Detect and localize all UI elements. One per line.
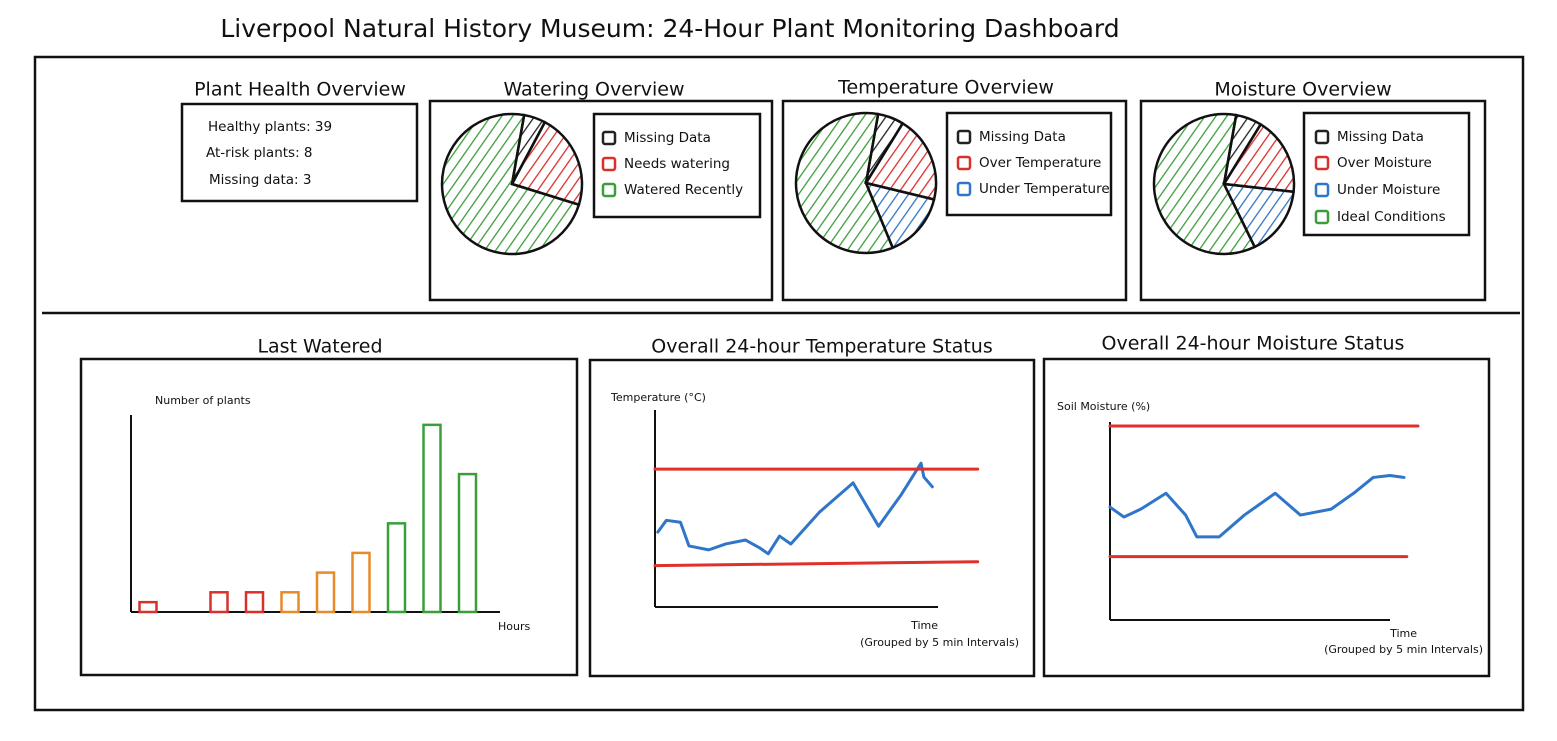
legend-label: Missing Data — [1337, 129, 1424, 145]
health-title: Plant Health Overview — [194, 79, 406, 101]
line-series — [653, 560, 980, 568]
x-axis-label: Time — [1389, 627, 1417, 640]
pie-slice — [1221, 122, 1296, 194]
panel — [588, 358, 1036, 678]
y-axis-label: Number of plants — [155, 394, 251, 407]
legend-label: Over Moisture — [1337, 155, 1432, 171]
legend — [945, 111, 1113, 217]
panel-title: Last Watered — [257, 336, 382, 358]
panel-title: Moisture Overview — [1214, 79, 1391, 101]
bar — [386, 522, 407, 614]
bar — [138, 600, 158, 614]
legend-swatch — [601, 130, 617, 146]
legend-label: Over Temperature — [979, 155, 1101, 171]
panel-title: Overall 24-hour Moisture Status — [1102, 333, 1405, 355]
health-box — [180, 102, 419, 203]
panel-title: Temperature Overview — [837, 77, 1054, 99]
legend-label: Under Temperature — [979, 181, 1110, 197]
legend-swatch — [601, 156, 617, 172]
legend-label: Needs watering — [624, 156, 730, 172]
pie-slice — [440, 112, 581, 256]
legend-swatch — [1314, 129, 1330, 145]
pie-slice — [1152, 112, 1257, 256]
x-axis-note: (Grouped by 5 min Intervals) — [1324, 643, 1483, 656]
pie-slice — [794, 111, 895, 255]
legend-swatch — [956, 155, 972, 171]
legend-label: Watered Recently — [624, 182, 743, 198]
legend-label: Ideal Conditions — [1337, 209, 1446, 225]
bar — [280, 591, 300, 614]
panel-title: Overall 24-hour Temperature Status — [651, 336, 992, 358]
legend-swatch — [1314, 182, 1330, 198]
pie-slice — [1221, 182, 1295, 249]
health-item: At-risk plants: 8 — [206, 145, 313, 161]
legend-swatch — [956, 129, 972, 145]
x-axis-note: (Grouped by 5 min Intervals) — [860, 636, 1019, 649]
pie-slice — [863, 181, 936, 250]
panel — [781, 99, 1128, 302]
bar — [315, 571, 336, 614]
legend — [592, 112, 762, 219]
bar — [422, 423, 442, 614]
panel — [79, 357, 579, 677]
y-axis-label: Soil Moisture (%) — [1057, 400, 1150, 413]
x-axis-label: Time — [910, 619, 938, 632]
bar — [351, 551, 371, 614]
panel — [1042, 357, 1491, 678]
pie-slice — [864, 121, 938, 201]
legend-label: Missing Data — [979, 129, 1066, 145]
bar — [244, 591, 265, 614]
page-title: Liverpool Natural History Museum: 24-Hou… — [220, 14, 1119, 43]
outer-frame — [33, 55, 1525, 712]
legend-swatch — [956, 181, 972, 197]
legend-label: Under Moisture — [1337, 182, 1440, 198]
bar — [457, 472, 478, 614]
health-item: Healthy plants: 39 — [208, 119, 332, 135]
legend — [1302, 111, 1471, 237]
health-item: Missing data: 3 — [209, 172, 311, 188]
bar — [209, 591, 229, 614]
legend-label: Missing Data — [624, 130, 711, 146]
y-axis-label: Temperature (°C) — [610, 391, 706, 404]
x-axis-label: Hours — [498, 620, 530, 633]
legend-swatch — [1314, 155, 1330, 171]
legend-swatch — [601, 182, 617, 198]
panel — [428, 99, 774, 302]
panel — [1139, 99, 1487, 302]
panel-title: Watering Overview — [503, 79, 684, 101]
legend-swatch — [1314, 209, 1330, 225]
pie-slice — [510, 120, 584, 207]
line-series — [656, 461, 934, 556]
line-series — [1108, 473, 1406, 539]
